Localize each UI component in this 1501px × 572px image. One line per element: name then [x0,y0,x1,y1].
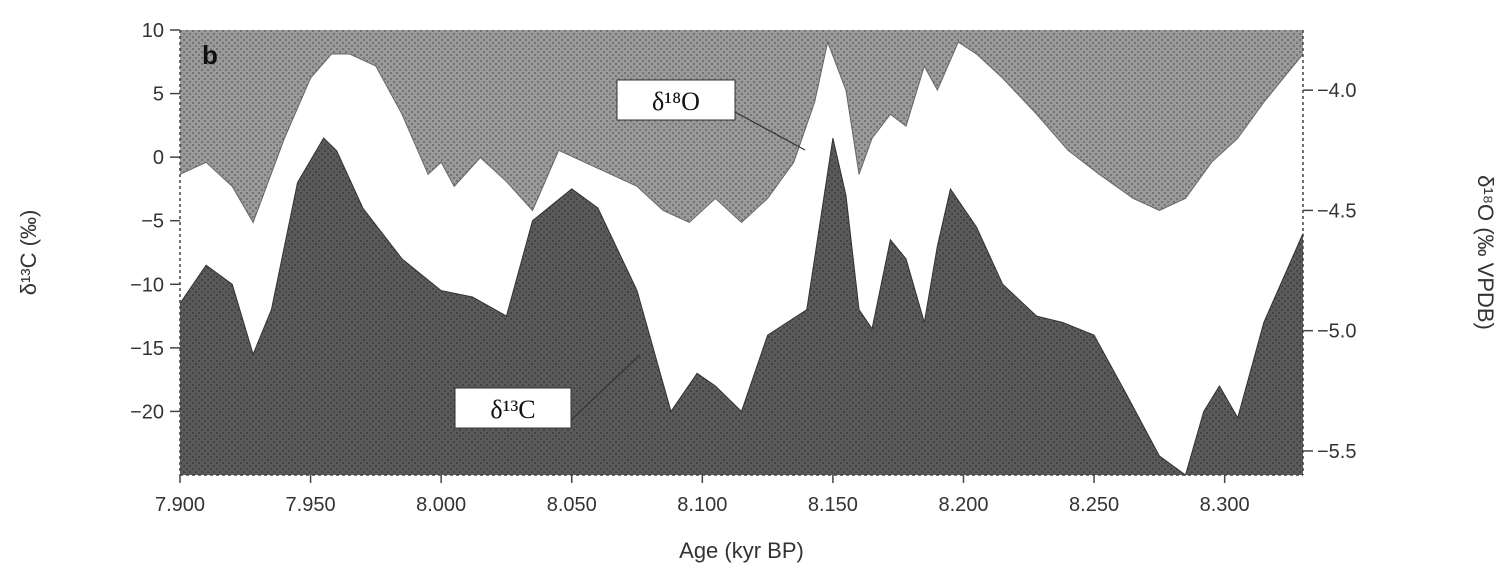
bottom-tick-label: 8.300 [1200,494,1250,516]
bottom-axis-ticks: 7.900 7.950 8.000 8.050 8.100 8.150 8.200 8.250… [155,475,1250,516]
left-tick-label: −15 [130,338,164,360]
panel-label: b [202,40,218,70]
series-label-d18o: δ¹⁸O [652,87,700,116]
right-tick-label: −4.5 [1317,200,1356,222]
axes [179,30,1304,476]
bottom-tick-label: 8.250 [1069,494,1119,516]
series-d18o-texture [180,30,1303,223]
bottom-tick-label: 8.200 [938,494,988,516]
left-tick-label: −5 [141,211,164,233]
left-tick-label: −20 [130,401,164,423]
bottom-tick-label: 7.950 [286,494,336,516]
bottom-tick-label: 7.900 [155,494,205,516]
bottom-tick-label: 8.000 [416,494,466,516]
right-tick-label: −5.0 [1317,321,1356,343]
series-label-d18o-leader [734,111,806,151]
series-d13c-line [179,137,1304,476]
series-d18o-area [179,30,1304,224]
x-axis-title: Age (kyr BP) [679,538,804,563]
bottom-tick-label: 8.150 [808,494,858,516]
left-axis-ticks: 10 5 0 −5 −10 −15 −20 [130,20,180,423]
left-axis-title: δ¹³C (‰) [16,210,41,296]
series-label-d13c-box: δ¹³C [454,354,641,429]
right-tick-label: −5.5 [1317,441,1356,463]
series-label-d18o-box: δ¹⁸O [616,79,806,151]
series-label-d13c: δ¹³C [490,395,535,424]
series-label-d13c-leader [570,354,641,421]
right-tick-label: −4.0 [1317,80,1356,102]
right-axis-title: δ¹⁸O (‰ VPDB) [1473,175,1498,330]
series-d18o-line [179,40,1304,224]
left-tick-label: 0 [153,147,164,169]
bottom-tick-label: 8.100 [677,494,727,516]
left-tick-label: 5 [153,84,164,106]
right-axis-ticks: −4.0 −4.5 −5.0 −5.5 [1303,80,1356,463]
left-tick-label: 10 [142,20,164,42]
bottom-tick-label: 8.050 [547,494,597,516]
left-tick-label: −10 [130,274,164,296]
